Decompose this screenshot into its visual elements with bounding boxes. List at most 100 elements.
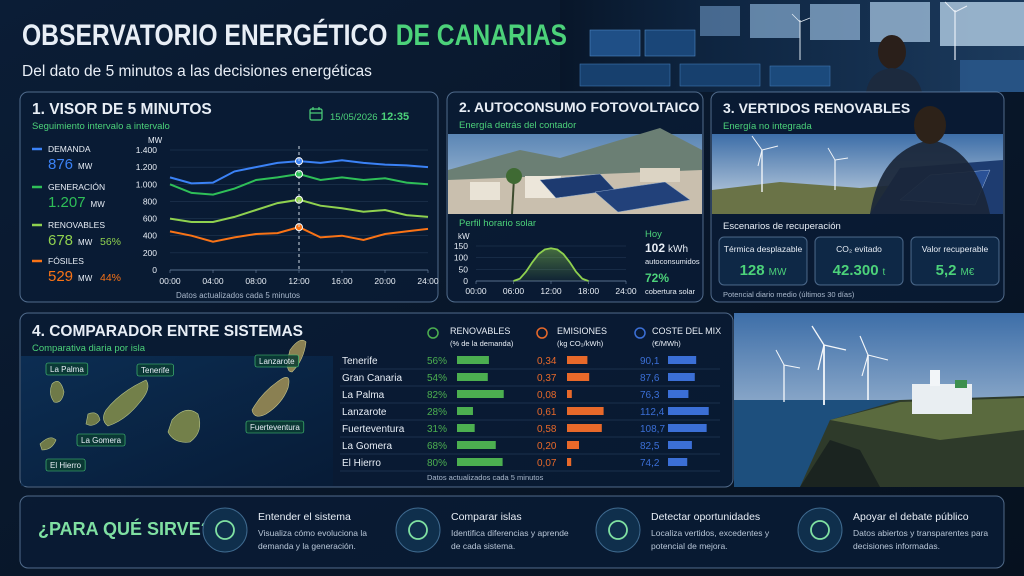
update-note: Datos actualizados cada 5 minutos: [427, 473, 544, 482]
value-label: 31%: [427, 424, 447, 435]
x-tick-label: 24:00: [615, 286, 637, 296]
purpose-icon: [202, 507, 248, 553]
island-label-box: [254, 354, 299, 368]
energy-number: 102: [645, 241, 665, 255]
value-label: 0,37: [537, 373, 557, 384]
island-label-box: [76, 433, 126, 447]
island-label: Fuerteventura: [250, 423, 300, 432]
panel-subtitle: Comparativa diaria por isla: [32, 343, 146, 354]
bar: [668, 390, 689, 398]
y-tick-label: 1.400: [136, 145, 158, 155]
series-line: [513, 247, 589, 282]
value-label: 74,2: [640, 458, 660, 469]
island-label-box: [45, 362, 89, 376]
energy-caption: autoconsumidos: [645, 257, 700, 266]
series-area: [513, 248, 589, 281]
scenario-card: [814, 236, 904, 286]
wind-solar-photo: [712, 106, 1003, 214]
panel-title: 4. COMPARADOR ENTRE SISTEMAS: [32, 323, 303, 340]
y-tick-label: 150: [454, 241, 468, 251]
value-label: 0,58: [537, 424, 557, 435]
island-name: Gran Canaria: [342, 373, 402, 384]
bar: [668, 373, 695, 381]
y-tick-label: 1.200: [136, 162, 158, 172]
purpose-icon: [395, 507, 441, 553]
purpose-item-text: Visualiza cómo evoluciona la: [258, 528, 367, 538]
bar: [457, 424, 475, 432]
page-subtitle: Del dato de 5 minutos a las decisiones e…: [22, 63, 372, 80]
potential-note: Potencial diario medio (últimos 30 días): [723, 290, 855, 299]
purpose-item-title: Detectar oportunidades: [651, 511, 760, 523]
scenario-label: Térmica desplazable: [724, 244, 803, 254]
update-note: Datos actualizados cada 5 minutos: [176, 291, 300, 300]
rooftop-solar-photo: [448, 128, 702, 215]
scenario-number: 42.300: [833, 262, 879, 279]
scenario-card: [910, 236, 1000, 286]
purpose-icon: [797, 507, 843, 553]
island-name: El Hierro: [342, 458, 381, 469]
control-room-backdrop: [560, 0, 1024, 92]
bar: [567, 390, 572, 398]
purpose-icon: [595, 507, 641, 553]
bar: [567, 424, 602, 432]
island-name: Tenerife: [342, 356, 378, 367]
x-tick-label: 06:00: [503, 286, 525, 296]
purpose-item-text: decisiones informadas.: [853, 541, 940, 551]
y-tick-label: 1.000: [136, 179, 158, 189]
x-tick-label: 04:00: [202, 276, 224, 286]
value-label: 54%: [427, 373, 447, 384]
legend-value-number: 876: [48, 156, 73, 173]
panel-title: 2. AUTOCONSUMO FOTOVOLTAICO: [459, 99, 699, 115]
legend-label: DEMANDA: [48, 144, 91, 154]
legend-label: RENOVABLES: [48, 220, 105, 230]
panel-subtitle: Energía detrás del contador: [459, 120, 576, 131]
scenario-value: 42.300 t: [833, 262, 886, 279]
island-label-box: [245, 420, 305, 434]
island-name: La Gomera: [342, 441, 392, 452]
value-label: 82,5: [640, 441, 660, 452]
value-label: 112,4: [640, 407, 665, 418]
purpose-item-title: Apoyar el debate público: [853, 511, 969, 523]
column-title: RENOVABLES: [450, 326, 510, 336]
value-label: 28%: [427, 407, 447, 418]
island-name: Lanzarote: [342, 407, 387, 418]
value-label: 68%: [427, 441, 447, 452]
x-tick-label: 12:00: [288, 276, 310, 286]
bar: [567, 458, 572, 466]
x-tick-label: 20:00: [374, 276, 396, 286]
purpose-icon-glyph: [408, 520, 428, 540]
purpose-panel: [19, 495, 1005, 569]
x-tick-label: 00:00: [159, 276, 181, 286]
purpose-item-title: Comparar islas: [451, 511, 522, 523]
legend-share: 44%: [100, 272, 121, 284]
x-tick-label: 24:00: [417, 276, 439, 286]
y-axis-unit: MW: [148, 136, 163, 145]
purpose-item-text: Identifica diferencias y aprende: [451, 528, 569, 538]
chart-title: Perfil horario solar: [459, 218, 536, 229]
purpose-item-title: Entender el sistema: [258, 511, 351, 523]
legend-label: GENERACIÓN: [48, 182, 105, 192]
scenario-number: 5,2: [936, 262, 957, 279]
x-tick-label: 12:00: [540, 286, 562, 296]
bar: [567, 441, 579, 449]
scenario-card: [718, 236, 808, 286]
island-label: La Palma: [50, 365, 84, 374]
scenario-unit: t: [883, 267, 886, 278]
island-label: Lanzarote: [259, 357, 295, 366]
panel-subtitle: Energía no integrada: [723, 121, 812, 132]
panel-title: 1. VISOR DE 5 MINUTOS: [32, 101, 212, 118]
island-label-box: [136, 363, 174, 377]
value-label: 0,34: [537, 356, 557, 367]
bar: [457, 390, 504, 398]
island-label-box: [45, 458, 86, 472]
value-label: 80%: [427, 458, 447, 469]
value-label: 108,7: [640, 424, 665, 435]
date: 15/05/2026: [330, 112, 378, 123]
value-label: 82%: [427, 390, 447, 401]
energy-unit: kWh: [668, 244, 688, 255]
x-tick-label: 00:00: [465, 286, 487, 296]
value-label: 0,08: [537, 390, 557, 401]
bar: [567, 356, 588, 364]
legend-label: FÓSILES: [48, 256, 84, 266]
